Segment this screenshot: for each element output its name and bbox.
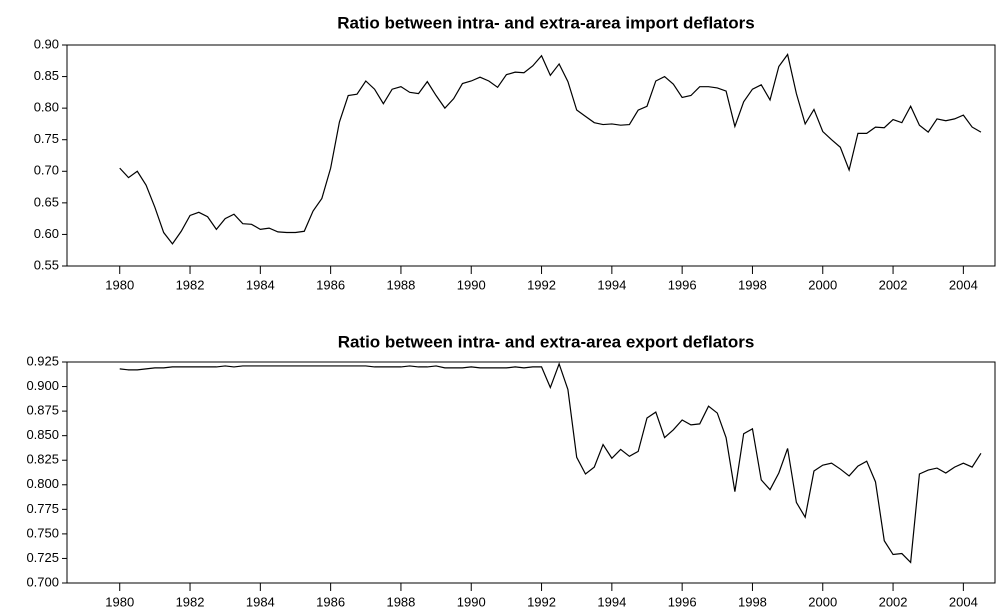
x-tick-label: 1986 [316, 277, 345, 292]
plot-frame [66, 44, 996, 267]
x-tick-label: 1984 [246, 594, 275, 609]
y-tick-label: 0.775 [26, 501, 59, 516]
x-tick-label: 1994 [597, 594, 626, 609]
x-tick-label: 1984 [246, 277, 275, 292]
y-tick-label: 0.850 [26, 427, 59, 442]
x-tick-label: 1980 [105, 277, 134, 292]
x-tick-label: 1998 [738, 277, 767, 292]
x-tick-label: 1986 [316, 594, 345, 609]
y-tick-label: 0.90 [34, 36, 59, 51]
chart-title: Ratio between intra- and extra-area impo… [337, 13, 755, 32]
x-tick-label: 2002 [879, 594, 908, 609]
y-tick-label: 0.925 [26, 353, 59, 368]
x-tick-label: 1980 [105, 594, 134, 609]
x-tick-label: 2000 [808, 277, 837, 292]
y-tick-label: 0.825 [26, 452, 59, 467]
y-tick-label: 0.800 [26, 476, 59, 491]
x-tick-label: 1990 [457, 277, 486, 292]
y-tick-label: 0.75 [34, 131, 59, 146]
y-tick-label: 0.750 [26, 525, 59, 540]
y-tick-label: 0.700 [26, 574, 59, 589]
plot-frame [66, 361, 996, 584]
y-tick-label: 0.65 [34, 194, 59, 209]
y-tick-label: 0.900 [26, 378, 59, 393]
data-line [119, 362, 982, 564]
y-tick-label: 0.55 [34, 257, 59, 272]
x-tick-label: 1992 [527, 594, 556, 609]
x-tick-label: 1988 [386, 594, 415, 609]
x-tick-label: 2004 [949, 277, 978, 292]
x-tick-label: 1998 [738, 594, 767, 609]
y-tick-label: 0.70 [34, 163, 59, 178]
x-tick-label: 1982 [176, 277, 205, 292]
y-tick-label: 0.85 [34, 68, 59, 83]
y-tick-label: 0.875 [26, 403, 59, 418]
y-tick-label: 0.80 [34, 100, 59, 115]
x-tick-label: 1988 [386, 277, 415, 292]
chart-title: Ratio between intra- and extra-area expo… [338, 332, 755, 351]
x-tick-label: 1982 [176, 594, 205, 609]
x-tick-label: 1990 [457, 594, 486, 609]
data-line [119, 53, 982, 245]
x-tick-label: 2004 [949, 594, 978, 609]
x-tick-label: 2002 [879, 277, 908, 292]
x-tick-label: 2000 [808, 594, 837, 609]
x-tick-label: 1994 [597, 277, 626, 292]
y-tick-label: 0.725 [26, 550, 59, 565]
x-tick-label: 1996 [668, 594, 697, 609]
x-tick-label: 1996 [668, 277, 697, 292]
x-tick-label: 1992 [527, 277, 556, 292]
y-tick-label: 0.60 [34, 226, 59, 241]
